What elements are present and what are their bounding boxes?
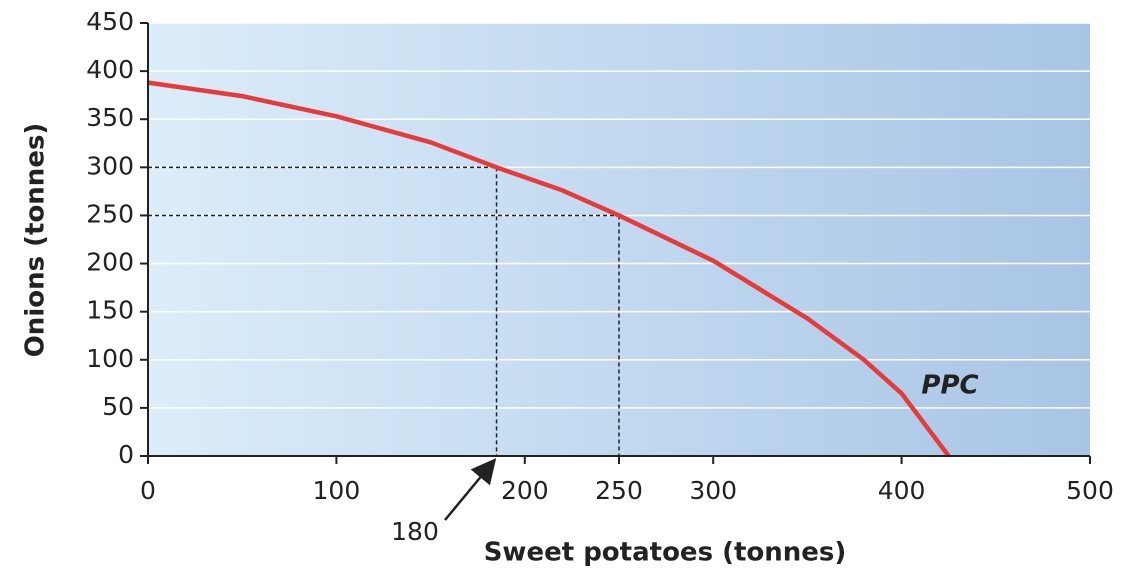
y-tick-label: 400 <box>86 55 134 84</box>
y-tick-label: 200 <box>86 248 134 277</box>
y-axis-title: Onions (tonnes) <box>21 123 51 358</box>
y-tick-label: 150 <box>86 296 134 325</box>
annotation-arrow <box>444 458 497 521</box>
x-tick-label: 250 <box>595 476 643 505</box>
x-tick-label: 200 <box>501 476 549 505</box>
y-tick-label: 0 <box>118 440 134 469</box>
y-tick-label: 450 <box>86 7 134 36</box>
y-tick-label: 300 <box>86 151 134 180</box>
ppc-curve <box>147 80 951 458</box>
x-tick-label: 0 <box>140 476 156 505</box>
y-tick-label: 50 <box>102 392 134 421</box>
y-tick-label: 350 <box>86 103 134 132</box>
x-tick-label: 300 <box>689 476 737 505</box>
x-tick-label: 100 <box>313 476 361 505</box>
x-tick-label: 400 <box>878 476 926 505</box>
y-tick-label: 250 <box>86 199 134 228</box>
x-tick-label: 500 <box>1066 476 1114 505</box>
series-label: PPC <box>921 371 978 401</box>
x-axis-title: Sweet potatoes (tonnes) <box>484 538 847 568</box>
annotation: 180 <box>391 517 439 546</box>
y-tick-label: 100 <box>86 344 134 373</box>
